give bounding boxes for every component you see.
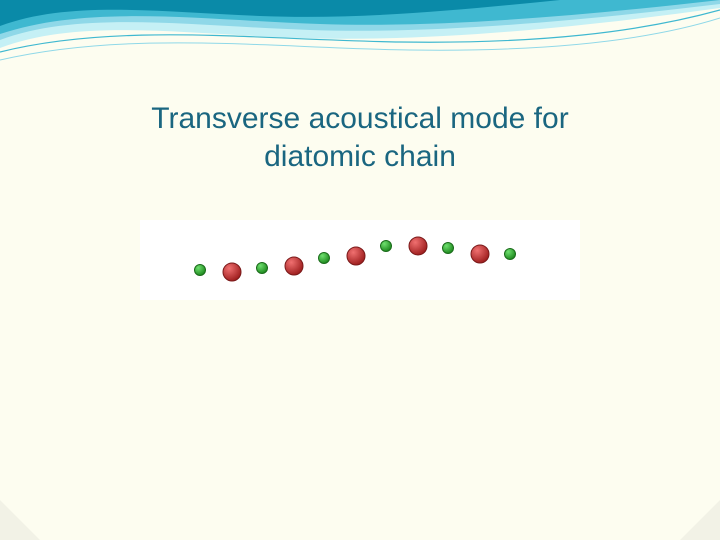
small-atom-6 (381, 241, 392, 252)
atoms-group (195, 237, 516, 281)
page-title: Transverse acoustical mode for diatomic … (0, 100, 720, 175)
large-atom-9 (471, 245, 489, 263)
wave-decoration (0, 0, 720, 80)
corner-decoration-br (680, 500, 720, 540)
large-atom-1 (223, 263, 241, 281)
atoms-diagram (140, 220, 580, 300)
small-atom-0 (195, 265, 206, 276)
large-atom-3 (285, 257, 303, 275)
wave-path-1 (0, 0, 560, 26)
wave-path-2 (0, 0, 720, 34)
wave-path-3 (0, 0, 720, 40)
large-atom-5 (347, 247, 365, 265)
slide: Transverse acoustical mode for diatomic … (0, 0, 720, 540)
small-atom-10 (505, 249, 516, 260)
small-atom-2 (257, 263, 268, 274)
wave-line-2 (0, 18, 720, 60)
wave-path-4 (0, 0, 720, 48)
corner-decoration-bl (0, 500, 40, 540)
wave-line-1 (0, 10, 720, 52)
title-line-2: diatomic chain (264, 140, 456, 173)
small-atom-8 (443, 243, 454, 254)
title-line-1: Transverse acoustical mode for (151, 102, 568, 135)
large-atom-7 (409, 237, 427, 255)
small-atom-4 (319, 253, 330, 264)
